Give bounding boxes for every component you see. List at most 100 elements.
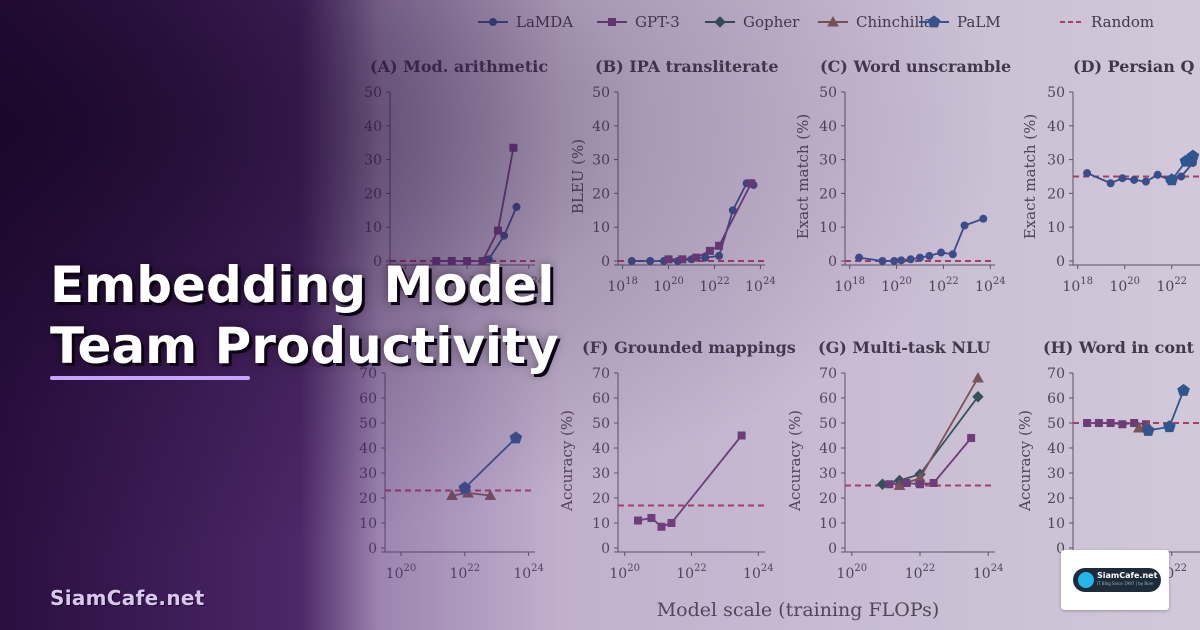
data-point xyxy=(737,431,746,440)
data-point xyxy=(678,255,687,264)
data-point xyxy=(634,516,643,525)
data-point xyxy=(1118,420,1127,429)
chart-title: (G) Multi-task NLU xyxy=(818,338,990,357)
data-point xyxy=(1106,419,1115,427)
y-tick-label: 20 xyxy=(592,491,610,507)
data-point xyxy=(1118,174,1127,183)
chart-title: (B) IPA transliterate xyxy=(595,57,779,76)
y-tick-label: 10 xyxy=(359,516,377,532)
site-brand-link[interactable]: SiamCafe.net xyxy=(50,586,205,610)
y-tick-label: 60 xyxy=(819,391,837,407)
data-point xyxy=(967,434,976,442)
y-tick-label: 20 xyxy=(819,491,837,507)
y-tick-label: 40 xyxy=(819,441,837,457)
y-tick-label: 60 xyxy=(359,391,377,407)
data-point xyxy=(890,257,899,265)
data-point xyxy=(627,257,636,265)
data-point xyxy=(925,251,934,260)
hero-title-line-2: Team Productivity xyxy=(50,317,559,375)
y-axis-label: Exact match (%) xyxy=(794,114,812,240)
data-point xyxy=(1083,169,1092,178)
y-tick-label: 30 xyxy=(592,466,610,482)
legend-label: Gopher xyxy=(743,13,800,31)
y-axis-label: Accuracy (%) xyxy=(786,410,804,512)
data-point xyxy=(878,257,887,265)
y-tick-label: 30 xyxy=(819,153,837,169)
y-tick-label: 40 xyxy=(359,441,377,457)
data-point xyxy=(657,522,666,531)
data-point xyxy=(493,226,502,235)
y-tick-label: 10 xyxy=(819,516,837,532)
data-point xyxy=(1141,177,1150,186)
y-tick-label: 70 xyxy=(819,366,837,382)
y-tick-label: 0 xyxy=(828,541,837,557)
data-point xyxy=(1153,170,1162,179)
data-point xyxy=(667,519,676,527)
y-tick-label: 40 xyxy=(364,119,382,135)
data-point xyxy=(902,479,911,487)
y-axis-label: Accuracy (%) xyxy=(558,410,576,512)
logo-pill: SiamCafe.net IT Blog Since 1997 | by Bom xyxy=(1073,568,1161,592)
data-point xyxy=(1130,419,1139,427)
y-tick-label: 50 xyxy=(592,416,610,432)
y-tick-label: 20 xyxy=(592,186,610,202)
y-tick-label: 40 xyxy=(1047,441,1065,457)
y-tick-label: 0 xyxy=(368,541,377,557)
data-point xyxy=(1106,179,1115,188)
hero-title-line-1: Embedding Model xyxy=(50,256,555,314)
y-tick-label: 20 xyxy=(364,186,382,202)
legend-label: Random xyxy=(1091,13,1154,31)
y-tick-label: 40 xyxy=(592,119,610,135)
y-tick-label: 50 xyxy=(592,85,610,101)
y-tick-label: 10 xyxy=(1047,516,1065,532)
data-point xyxy=(937,248,946,257)
y-tick-label: 50 xyxy=(819,416,837,432)
data-point xyxy=(715,241,724,250)
y-tick-label: 30 xyxy=(592,153,610,169)
y-tick-label: 70 xyxy=(1047,366,1065,382)
logo-tagline: IT Blog Since 1997 | by Bom xyxy=(1097,581,1154,586)
data-point xyxy=(960,221,969,230)
data-point xyxy=(509,143,518,152)
y-tick-label: 30 xyxy=(359,466,377,482)
y-tick-label: 30 xyxy=(819,466,837,482)
data-point xyxy=(948,250,957,259)
y-tick-label: 30 xyxy=(1047,153,1065,169)
data-point xyxy=(1130,175,1139,184)
chart-title: (A) Mod. arithmetic xyxy=(370,57,548,76)
chart-title: (C) Word unscramble xyxy=(820,57,1011,76)
data-point xyxy=(885,480,894,489)
data-point xyxy=(705,246,714,255)
y-tick-label: 10 xyxy=(819,220,837,236)
x-axis-caption: Model scale (training FLOPs) xyxy=(657,599,940,621)
y-tick-label: 20 xyxy=(1047,491,1065,507)
y-tick-label: 50 xyxy=(1047,85,1065,101)
data-point xyxy=(646,257,655,265)
legend-label: PaLM xyxy=(957,13,1001,31)
y-tick-label: 10 xyxy=(364,220,382,236)
y-tick-label: 10 xyxy=(1047,220,1065,236)
data-point xyxy=(929,479,938,487)
legend-label: GPT-3 xyxy=(635,13,680,31)
data-point xyxy=(1094,419,1103,427)
y-tick-label: 10 xyxy=(592,220,610,236)
data-point xyxy=(512,202,521,211)
siamcafe-logo: SiamCafe.net IT Blog Since 1997 | by Bom xyxy=(1061,550,1169,610)
y-tick-label: 40 xyxy=(592,441,610,457)
legend-marker xyxy=(608,18,616,26)
y-tick-label: 0 xyxy=(601,541,610,557)
y-tick-label: 60 xyxy=(1047,391,1065,407)
hero-title: Embedding Model Team Productivity xyxy=(50,255,610,377)
logo-name: SiamCafe.net xyxy=(1097,571,1158,580)
y-tick-label: 10 xyxy=(592,516,610,532)
data-point xyxy=(916,253,924,262)
data-point xyxy=(1177,172,1186,181)
data-point xyxy=(979,214,988,223)
y-tick-label: 0 xyxy=(828,254,837,270)
y-tick-label: 0 xyxy=(1056,254,1065,270)
title-underline xyxy=(50,376,250,380)
data-point xyxy=(897,256,906,265)
data-point xyxy=(692,253,701,262)
data-point xyxy=(906,255,915,264)
y-tick-label: 20 xyxy=(359,491,377,507)
